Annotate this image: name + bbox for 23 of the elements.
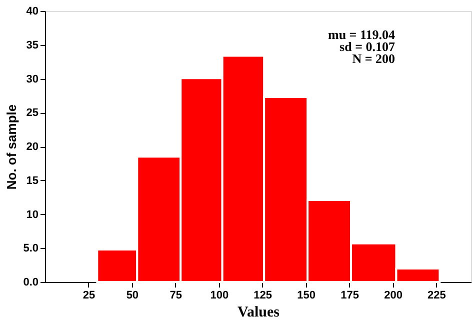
x-tick-label: 125 bbox=[254, 290, 272, 302]
y-axis-title: No. of sample bbox=[4, 104, 20, 190]
x-tick-label: 25 bbox=[82, 290, 96, 302]
x-tick-label: 75 bbox=[170, 290, 182, 302]
x-tick-label: 100 bbox=[210, 290, 229, 302]
y-tick-label: 35 bbox=[26, 39, 38, 52]
x-axis-title: Values bbox=[238, 304, 280, 320]
x-tick-label: 150 bbox=[297, 290, 316, 302]
annotation: N = 200 bbox=[352, 51, 395, 66]
x-tick-label: 50 bbox=[126, 290, 139, 302]
y-tick-label: 10 bbox=[26, 208, 38, 221]
annotation: mu = 119.04 bbox=[328, 27, 396, 42]
y-tick-label: 5.0 bbox=[23, 242, 38, 255]
x-tick-label: 175 bbox=[340, 290, 359, 302]
x-tick-label: 200 bbox=[384, 290, 402, 302]
y-tick-label: 20 bbox=[26, 141, 38, 153]
annotation: sd = 0.107 bbox=[340, 39, 396, 54]
y-tick-label: 30 bbox=[26, 73, 38, 86]
y-tick-label: 15 bbox=[26, 174, 38, 187]
y-tick-label: 40 bbox=[26, 6, 38, 18]
y-tick-label: 25 bbox=[26, 107, 38, 120]
y-tick-label: 0.0 bbox=[23, 276, 38, 288]
x-tick-label: 225 bbox=[428, 290, 446, 302]
